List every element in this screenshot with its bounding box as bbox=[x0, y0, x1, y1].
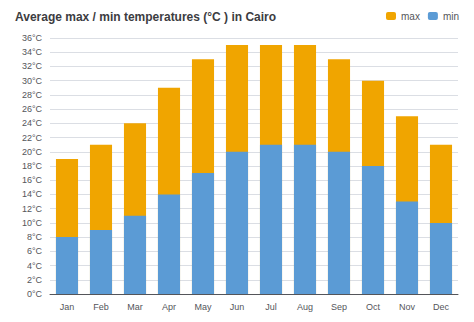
svg-text:min: min bbox=[443, 11, 459, 22]
svg-text:10°C: 10°C bbox=[22, 218, 43, 228]
svg-text:0°C: 0°C bbox=[27, 289, 43, 299]
svg-text:34°C: 34°C bbox=[22, 47, 43, 57]
svg-text:Nov: Nov bbox=[399, 302, 416, 312]
svg-text:22°C: 22°C bbox=[22, 133, 43, 143]
svg-text:36°C: 36°C bbox=[22, 33, 43, 43]
svg-text:max: max bbox=[401, 11, 420, 22]
svg-text:Dec: Dec bbox=[433, 302, 450, 312]
svg-text:Feb: Feb bbox=[93, 302, 109, 312]
svg-text:16°C: 16°C bbox=[22, 175, 43, 185]
svg-text:20°C: 20°C bbox=[22, 147, 43, 157]
svg-text:Jan: Jan bbox=[60, 302, 75, 312]
svg-text:18°C: 18°C bbox=[22, 161, 43, 171]
svg-text:Aug: Aug bbox=[297, 302, 313, 312]
svg-text:Apr: Apr bbox=[162, 302, 176, 312]
svg-text:Sep: Sep bbox=[331, 302, 347, 312]
svg-text:26°C: 26°C bbox=[22, 104, 43, 114]
svg-text:14°C: 14°C bbox=[22, 189, 43, 199]
svg-text:30°C: 30°C bbox=[22, 76, 43, 86]
svg-text:Oct: Oct bbox=[366, 302, 381, 312]
svg-text:28°C: 28°C bbox=[22, 90, 43, 100]
svg-text:Jun: Jun bbox=[230, 302, 245, 312]
svg-text:May: May bbox=[194, 302, 212, 312]
svg-text:Jul: Jul bbox=[265, 302, 277, 312]
svg-text:Mar: Mar bbox=[127, 302, 143, 312]
svg-text:8°C: 8°C bbox=[27, 232, 43, 242]
svg-text:4°C: 4°C bbox=[27, 261, 43, 271]
svg-text:32°C: 32°C bbox=[22, 61, 43, 71]
svg-text:6°C: 6°C bbox=[27, 246, 43, 256]
svg-text:Average max / min temperatures: Average max / min temperatures (°C ) in … bbox=[15, 10, 276, 24]
svg-text:2°C: 2°C bbox=[27, 275, 43, 285]
svg-text:12°C: 12°C bbox=[22, 204, 43, 214]
svg-text:24°C: 24°C bbox=[22, 118, 43, 128]
